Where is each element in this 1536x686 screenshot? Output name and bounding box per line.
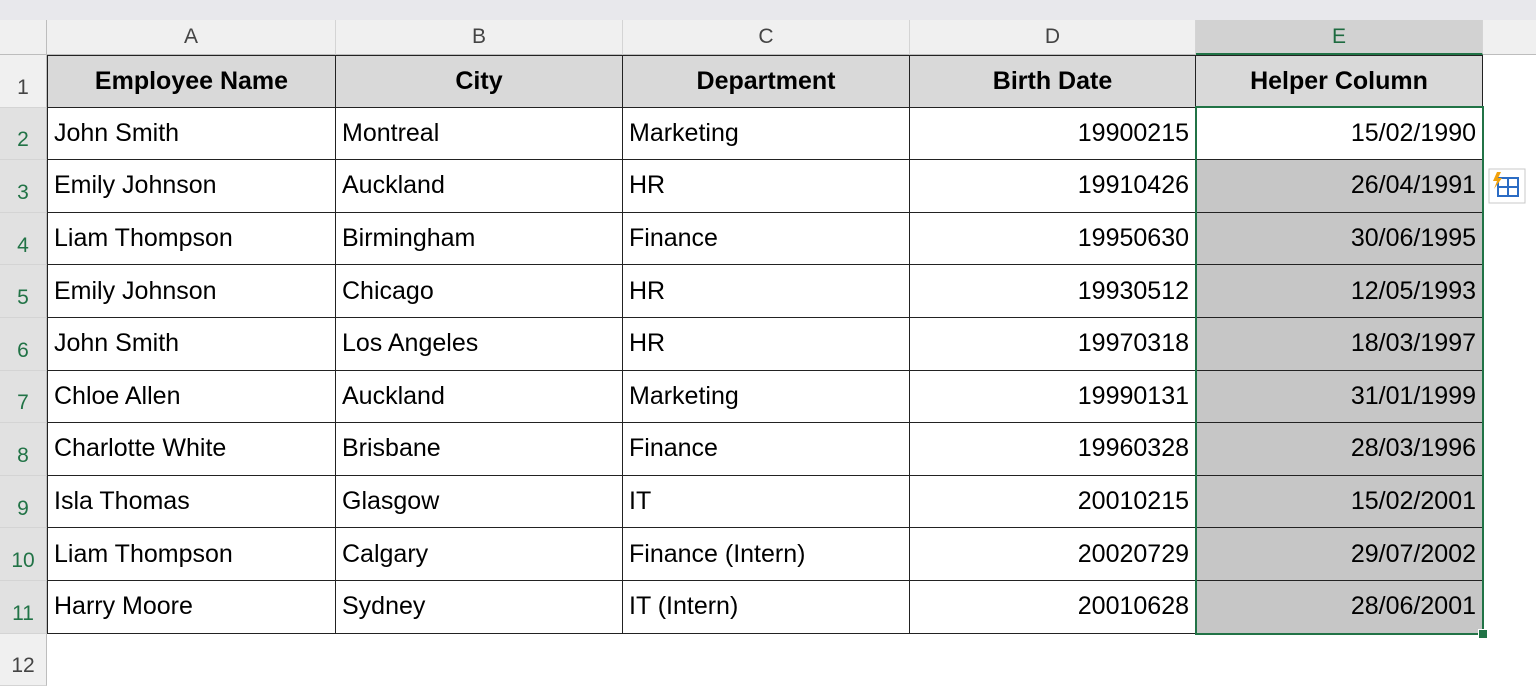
- table-cell: John Smith: [47, 318, 336, 371]
- table-cell: 19990131: [910, 370, 1196, 424]
- table-cell: Emily Johnson: [47, 160, 336, 213]
- table-cell: Birmingham: [336, 212, 623, 266]
- row-header: 7: [0, 370, 47, 424]
- table-cell: 20020729: [910, 528, 1196, 581]
- header-cell: Employee Name: [47, 55, 336, 108]
- row-header: 10: [0, 528, 47, 581]
- table-cell: Marketing: [623, 107, 910, 161]
- table-cell: 20010215: [910, 475, 1196, 529]
- table-cell: Finance (Intern): [623, 528, 910, 581]
- table-cell: Los Angeles: [336, 318, 623, 371]
- table-cell: Auckland: [336, 370, 623, 424]
- table-cell: Finance: [623, 423, 910, 476]
- table-cell: 19950630: [910, 212, 1196, 266]
- row-header: 4: [0, 212, 47, 266]
- row-header: 5: [0, 265, 47, 318]
- table-cell: Finance: [623, 212, 910, 266]
- table-cell: Montreal: [336, 107, 623, 161]
- table-cell: Liam Thompson: [47, 528, 336, 581]
- column-header: E: [1196, 20, 1483, 55]
- table-cell: 12/05/1993: [1196, 265, 1483, 318]
- table-cell: Marketing: [623, 370, 910, 424]
- row-header: 6: [0, 318, 47, 371]
- table-cell: 19930512: [910, 265, 1196, 318]
- table-cell: 28/03/1996: [1196, 423, 1483, 476]
- table-cell: 18/03/1997: [1196, 318, 1483, 371]
- fill-handle: [1478, 629, 1488, 639]
- table-cell: Sydney: [336, 581, 623, 634]
- table-cell: 19960328: [910, 423, 1196, 476]
- table-cell: Emily Johnson: [47, 265, 336, 318]
- header-filler: [1483, 20, 1536, 55]
- table-cell: Charlotte White: [47, 423, 336, 476]
- table-cell: 26/04/1991: [1196, 160, 1483, 213]
- header-cell: City: [336, 55, 623, 108]
- table-cell: IT (Intern): [623, 581, 910, 634]
- header-cell: Department: [623, 55, 910, 108]
- column-header: B: [336, 20, 623, 55]
- table-cell: Chloe Allen: [47, 370, 336, 424]
- header-cell: Helper Column: [1196, 55, 1483, 108]
- table-cell: John Smith: [47, 107, 336, 161]
- table-cell: 15/02/1990: [1196, 107, 1483, 161]
- table-cell: Auckland: [336, 160, 623, 213]
- column-header: D: [910, 20, 1196, 55]
- table-cell: 30/06/1995: [1196, 212, 1483, 266]
- table-cell: Calgary: [336, 528, 623, 581]
- row-header: 11: [0, 581, 47, 634]
- row-header: 1: [0, 55, 47, 108]
- column-header: A: [47, 20, 336, 55]
- row-header: 9: [0, 475, 47, 529]
- table-cell: Glasgow: [336, 475, 623, 529]
- table-cell: Brisbane: [336, 423, 623, 476]
- row-header: 2: [0, 107, 47, 161]
- table-cell: 19970318: [910, 318, 1196, 371]
- corner: [0, 20, 47, 55]
- table-cell: Chicago: [336, 265, 623, 318]
- table-cell: 19900215: [910, 107, 1196, 161]
- icon-bolt: [1493, 172, 1502, 189]
- table-cell: Harry Moore: [47, 581, 336, 634]
- table-cell: 19910426: [910, 160, 1196, 213]
- table-cell: 31/01/1999: [1196, 370, 1483, 424]
- row-header: 12: [0, 633, 47, 686]
- table-cell: IT: [623, 475, 910, 529]
- table-cell: Liam Thompson: [47, 212, 336, 266]
- table-cell: Isla Thomas: [47, 475, 336, 529]
- table-cell: HR: [623, 318, 910, 371]
- table-cell: HR: [623, 160, 910, 213]
- row-header: 3: [0, 160, 47, 213]
- table-cell: 20010628: [910, 581, 1196, 634]
- column-header: C: [623, 20, 910, 55]
- table-cell: HR: [623, 265, 910, 318]
- table-cell: 29/07/2002: [1196, 528, 1483, 581]
- flash-fill-icon[interactable]: [1488, 168, 1526, 204]
- header-cell: Birth Date: [910, 55, 1196, 108]
- table-cell: 15/02/2001: [1196, 475, 1483, 529]
- row-header: 8: [0, 423, 47, 476]
- top-bar: [0, 0, 1536, 20]
- table-cell: 28/06/2001: [1196, 581, 1483, 634]
